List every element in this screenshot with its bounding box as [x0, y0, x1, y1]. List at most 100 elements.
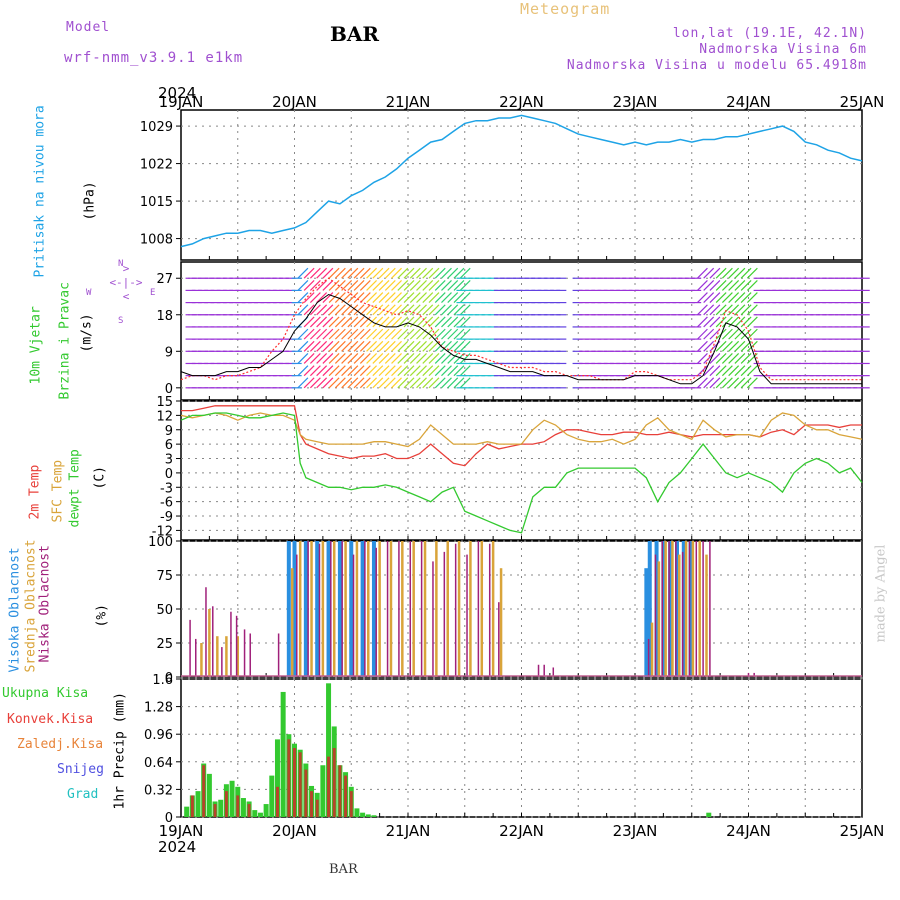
- cloud-bar: [443, 551, 446, 677]
- wind-arrow: [366, 304, 377, 316]
- wind-arrow: [359, 377, 371, 389]
- wind-arrow: [428, 377, 440, 389]
- wind-arrow: [409, 279, 421, 291]
- pressure-series-line: [180, 114, 863, 248]
- wind-arrow: [416, 316, 427, 328]
- cloud-bar: [243, 629, 246, 677]
- wind-arrow: [416, 365, 427, 377]
- wind-arrow: [391, 279, 402, 291]
- wind-arrow: [409, 316, 421, 328]
- wind-arrow: [297, 304, 309, 316]
- wind-arrow: [316, 304, 328, 316]
- wind-arrow: [303, 316, 315, 328]
- cloud-bar: [225, 636, 228, 677]
- wind-arrow: [322, 340, 334, 352]
- cloud-bar: [303, 541, 308, 677]
- wind-barbs: [185, 267, 870, 389]
- wind-arrow: [422, 316, 434, 328]
- cloud-bar: [371, 541, 376, 677]
- wind-arrow: [316, 340, 328, 352]
- x-tick-label-bottom: 20JAN: [272, 822, 317, 840]
- x-tick-label-top: 25JAN: [840, 93, 885, 111]
- wind-arrow: [397, 353, 409, 364]
- wind-arrow: [447, 316, 459, 328]
- wind-arrow: [309, 328, 321, 340]
- wind-arrow: [459, 328, 471, 340]
- cloud-bar: [491, 541, 495, 677]
- wind-arrow: [391, 365, 402, 377]
- wind-arrow: [316, 365, 328, 377]
- wind-arrow: [428, 292, 440, 304]
- wind-arrow: [409, 353, 421, 364]
- wind-arrow: [697, 353, 708, 364]
- wind-arrow: [372, 377, 384, 389]
- cloud-bar: [208, 609, 211, 677]
- cloud-bar: [378, 541, 381, 677]
- precip-total-bar: [360, 812, 366, 817]
- wind-arrow: [309, 377, 321, 389]
- y-tick-label: 1008: [140, 233, 173, 248]
- wind-arrow: [422, 377, 434, 389]
- wind-arrow: [347, 377, 359, 389]
- wind-arrow: [347, 292, 359, 304]
- wind-arrow: [422, 304, 434, 316]
- y-tick-label: 0.96: [144, 728, 173, 743]
- wind-arrow: [409, 365, 421, 377]
- wind-arrow: [422, 353, 434, 364]
- wind-arrow: [341, 340, 353, 352]
- wind-arrow: [740, 304, 752, 316]
- wind-arrow: [721, 304, 733, 316]
- cloud-bar: [753, 672, 755, 677]
- wind-arrow: [322, 365, 334, 377]
- y-tick-label: 0: [165, 811, 173, 826]
- y-tick-label: 18: [156, 309, 173, 324]
- precip-conv-bar: [315, 799, 319, 817]
- wind-arrow: [328, 377, 340, 389]
- wind-arrow: [409, 377, 421, 389]
- wind-arrow: [459, 316, 471, 328]
- wind-arrow: [328, 267, 340, 279]
- wind-arrow: [447, 328, 459, 340]
- wind-arrow: [297, 365, 309, 377]
- wind-arrow: [322, 353, 334, 364]
- cloud-bar: [684, 541, 688, 677]
- wind-arrow: [359, 365, 371, 377]
- footer-station: BAR: [329, 862, 358, 877]
- wind-arrow: [334, 316, 346, 328]
- wind-arrow: [316, 316, 328, 328]
- cloud-bar: [647, 638, 650, 677]
- wind-arrow: [422, 365, 434, 377]
- wind-arrow: [303, 328, 315, 340]
- cloud-bar: [698, 541, 701, 677]
- precip-conv-bar: [293, 748, 296, 817]
- x-tick-label-top: 19JAN: [159, 93, 204, 111]
- wind-arrow: [409, 292, 421, 304]
- wind-arrow: [378, 292, 390, 304]
- wind-arrow: [715, 267, 727, 279]
- wind-arrow: [303, 340, 315, 352]
- wind-arrow: [441, 365, 452, 377]
- precip-conv-bar: [190, 795, 194, 817]
- wind-arrow: [746, 340, 758, 352]
- cloud-bar: [216, 636, 219, 677]
- wind-arrow: [353, 340, 365, 352]
- wind-arrow: [697, 292, 708, 304]
- wind-arrow: [403, 353, 415, 364]
- wind-arrow: [459, 267, 471, 279]
- y-tick-label: 6: [165, 438, 173, 453]
- wind-arrow: [434, 267, 446, 279]
- wind-arrow: [721, 328, 733, 340]
- wind-arrow: [397, 304, 409, 316]
- y-tick-label: 25: [156, 637, 173, 652]
- wind-arrow: [303, 267, 315, 279]
- wind-arrow: [721, 279, 733, 291]
- wind-arrow: [441, 279, 452, 291]
- wind-arrow: [341, 377, 353, 389]
- cloud-bar: [292, 541, 297, 677]
- wind-arrow: [403, 340, 415, 352]
- cloud-bar: [654, 541, 659, 677]
- cloud-bar: [249, 633, 251, 677]
- wind-arrow: [459, 304, 471, 316]
- wind-arrow: [453, 267, 465, 279]
- wind-arrow: [397, 377, 409, 389]
